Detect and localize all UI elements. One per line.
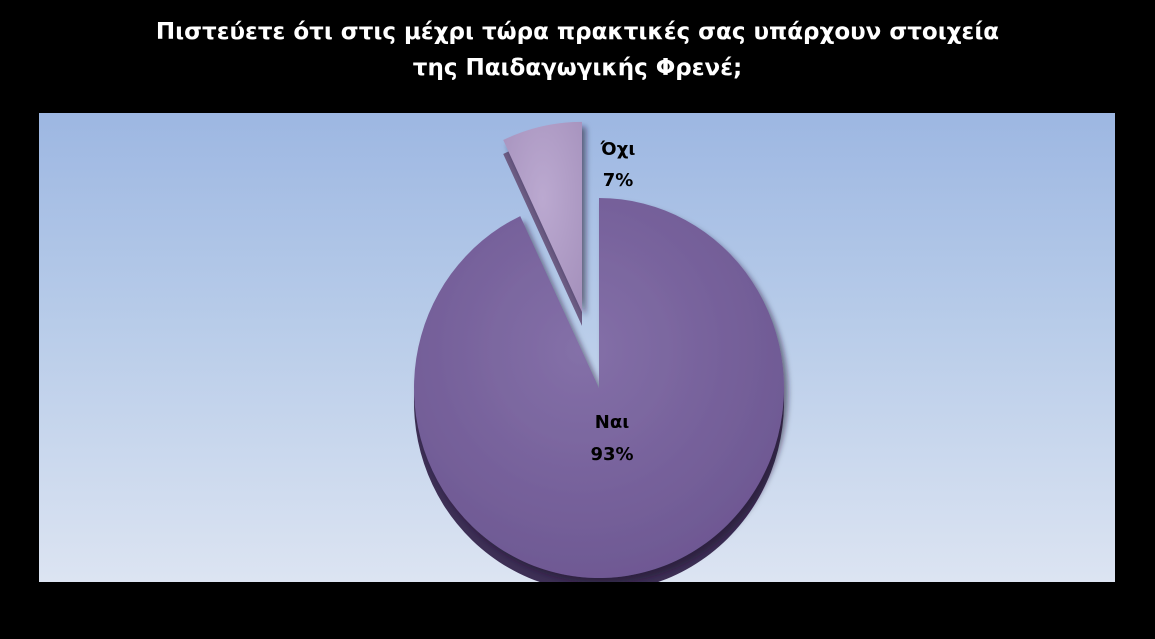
slice-value-1: 7% xyxy=(603,170,634,191)
pie-slice-1 xyxy=(503,121,582,312)
slice-value-0: 93% xyxy=(590,444,633,465)
slice-label-1: Όχι xyxy=(600,139,636,160)
pie-slice-0 xyxy=(414,198,784,578)
slice-label-0: Ναι xyxy=(595,412,629,433)
chart-title-line-1: Πιστεύετε ότι στις μέχρι τώρα πρακτικές … xyxy=(155,19,1000,45)
pie-chart: Ναι 93% Όχι 7% xyxy=(414,121,784,582)
chart-title-line-2: της Παιδαγωγικής Φρενέ; xyxy=(412,55,743,81)
chart-title: Πιστεύετε ότι στις μέχρι τώρα πρακτικές … xyxy=(0,14,1155,86)
plot-area: Ναι 93% Όχι 7% xyxy=(39,113,1115,582)
